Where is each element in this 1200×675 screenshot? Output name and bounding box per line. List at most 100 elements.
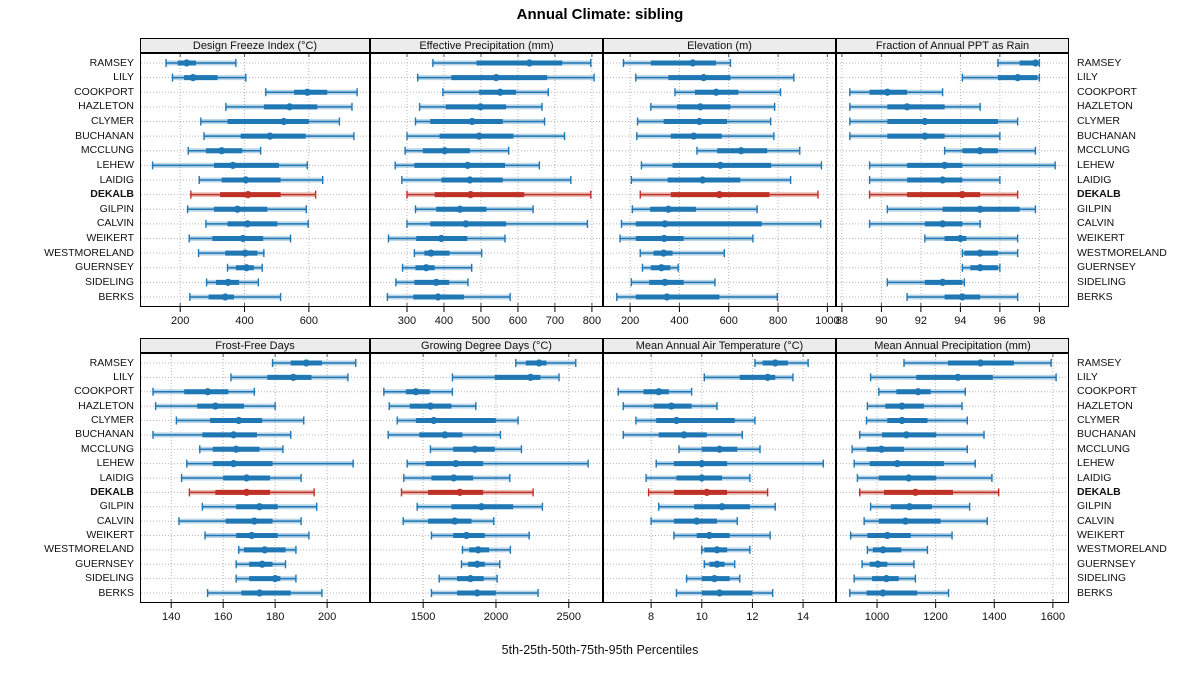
axis-tick-label: 600 [509,315,527,327]
site-label-left: SIDELING [84,275,134,288]
site-label-right: LILY [1077,71,1098,84]
median-dot [921,132,929,140]
median-dot [939,176,947,184]
chart-title: Annual Climate: sibling [516,6,684,23]
median-dot [203,388,212,396]
median-dot [698,460,706,468]
median-dot [450,474,458,482]
site-label-left: HAZLETON [78,399,134,412]
median-dot [261,546,269,554]
median-dot [883,531,891,540]
median-dot [661,220,669,228]
site-label-left: CLYMER [91,115,134,127]
median-dot [242,264,251,272]
panel-border [603,53,836,307]
median-dot [434,293,442,301]
site-label-right: WESTMORELAND [1077,246,1167,259]
panel-strip [603,338,836,353]
median-dot [882,575,891,583]
panel-strip [370,38,603,53]
median-dot [255,589,264,597]
site-label-left: LILY [113,370,134,383]
site-label-right: CALVIN [1077,514,1115,527]
median-dot [680,431,688,439]
median-dot [695,117,704,126]
site-label-left: CALVIN [96,217,134,230]
median-dot [976,205,984,213]
median-dot [255,503,264,511]
median-dot [239,234,247,243]
median-dot [690,132,698,140]
median-dot [667,402,675,410]
median-dot [183,59,191,67]
median-dot [526,373,535,381]
site-label-left: HAZLETON [78,100,134,113]
axis-tick-label: 2000 [484,611,508,623]
median-dot [456,205,464,213]
axis-tick-label: 800 [583,315,601,327]
panel-border [370,353,603,603]
median-dot [496,88,504,96]
median-dot [441,431,449,439]
panel: Growing Degree Days (°C) 1500 2000 2500 [370,338,603,623]
panel-border [603,353,836,603]
median-dot [939,220,947,228]
median-dot [248,531,256,540]
site-label-right: CALVIN [1077,217,1115,230]
median-dot [976,359,985,367]
median-dot [699,176,707,184]
site-label-left: COOKPORT [74,385,134,398]
axis-tick-label: 10 [696,611,708,623]
site-label-left: CALVIN [96,514,134,527]
panel-border [836,353,1069,603]
site-label-left: LEHEW [96,158,134,171]
site-label-left: SIDELING [84,572,134,585]
median-dot [976,264,984,272]
median-dot [211,402,219,410]
axis-tick-label: 400 [235,315,253,327]
axis-tick-label: 92 [915,315,927,327]
panel: Frost-Free Days 140 160 180 200 [140,338,370,623]
panel-border [140,353,370,603]
median-dot [699,74,708,82]
median-dot [525,59,534,67]
median-dot [235,416,243,425]
median-dot [905,503,914,511]
median-dot [663,293,671,301]
axis-tick-label: 200 [621,315,639,327]
median-dot [426,402,435,410]
median-dot [898,416,906,425]
site-label-right: HAZLETON [1077,100,1133,113]
axis-tick-label: 400 [435,315,453,327]
site-label-left: GILPIN [99,500,134,513]
site-label-left: GILPIN [99,202,134,215]
median-dot [464,161,472,169]
median-dot [221,293,229,301]
median-dot [243,220,252,228]
median-dot [250,517,258,525]
median-dot [664,205,672,213]
panel-strip-title: Mean Annual Air Temperature (°C) [636,340,803,352]
median-dot [939,278,947,286]
site-label-left: LILY [113,71,134,84]
median-dot [280,117,288,126]
axis-caption: 5th-25th-50th-75th-95th Percentiles [501,643,699,657]
axis-tick-label: 180 [266,611,284,623]
panel-strip-title: Mean Annual Precipitation (mm) [874,340,1031,352]
panel: Mean Annual Precipitation (mm) 1000 1200 14… [836,338,1069,623]
site-label-right: COOKPORT [1077,85,1137,98]
site-label-left: WESTMORELAND [44,246,134,259]
median-dot [660,249,668,257]
panel: Mean Annual Air Temperature (°C) 8 10 12 14 [603,338,836,623]
site-label-right: WEIKERT [1077,232,1125,244]
median-dot [285,103,294,111]
median-dot [412,388,420,396]
site-label-left: COOKPORT [74,85,134,98]
axis-tick-label: 400 [670,315,688,327]
site-label-right: COOKPORT [1077,385,1137,398]
site-label-left: BUCHANAN [75,428,134,441]
median-dot [466,176,474,184]
panel-strip [836,38,1069,53]
site-label-right: GUERNSEY [1077,261,1136,274]
